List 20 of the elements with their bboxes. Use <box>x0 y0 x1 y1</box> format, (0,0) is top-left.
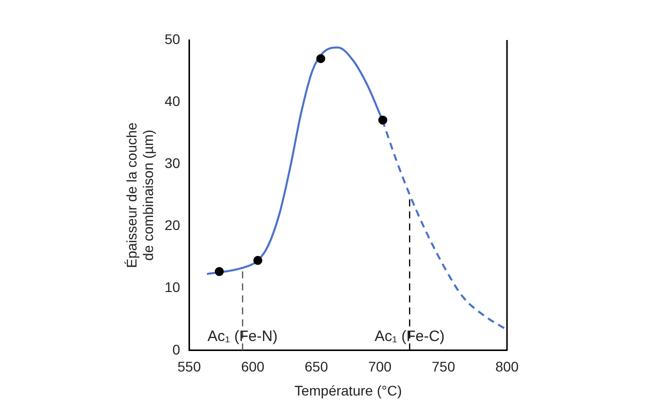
y-tick-label: 20 <box>164 217 180 234</box>
y-tick-label: 0 <box>172 341 180 358</box>
ref-line-label: Ac₁ (Fe-N) <box>208 328 278 346</box>
x-tick-label: 700 <box>368 358 392 375</box>
x-tick-label: 800 <box>495 358 519 375</box>
y-tick-label: 50 <box>164 30 180 47</box>
y-tick-label: 40 <box>164 92 180 109</box>
x-tick-label: 750 <box>432 358 456 375</box>
x-tick-label: 650 <box>304 358 328 375</box>
y-tick-label: 10 <box>164 279 180 296</box>
x-axis-title: Température (°C) <box>294 382 402 398</box>
x-tick-label: 600 <box>241 358 265 375</box>
ref-line-label: Ac₁ (Fe-C) <box>374 328 445 346</box>
y-tick-label: 30 <box>164 155 180 172</box>
point <box>316 54 326 64</box>
point <box>253 256 262 265</box>
point <box>378 116 388 125</box>
y-axis-title: Épaisseur de la couche de combinaison (µm) <box>123 122 156 268</box>
point <box>214 267 224 276</box>
x-tick-label: 550 <box>177 358 202 375</box>
